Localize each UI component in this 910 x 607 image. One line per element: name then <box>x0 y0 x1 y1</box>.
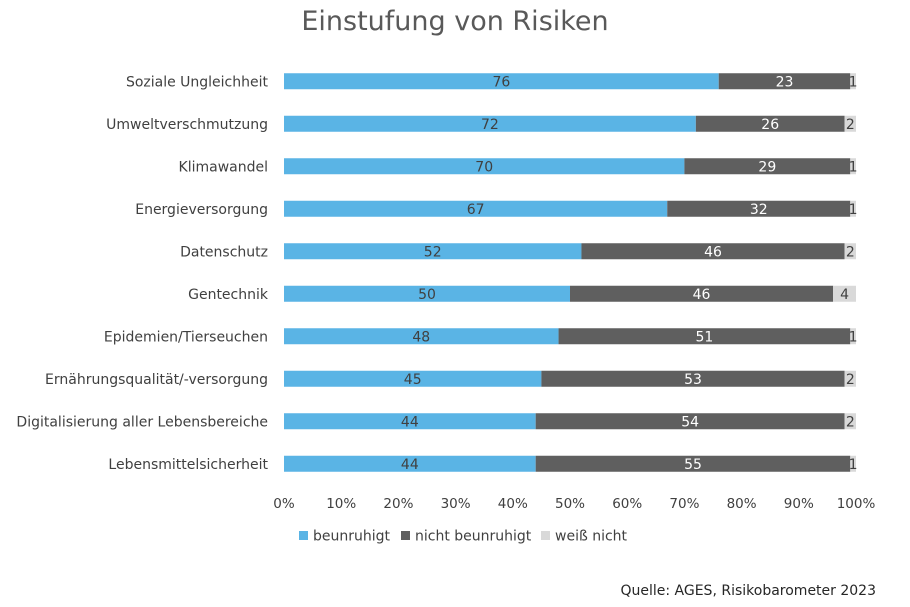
data-label: 44 <box>401 414 419 430</box>
bar-segment-weiß-nicht <box>844 243 856 260</box>
legend-label: nicht beunruhigt <box>415 529 532 545</box>
legend-swatch <box>541 531 550 540</box>
bar-segment-weiß-nicht <box>850 328 856 345</box>
x-tick-label: 90% <box>784 496 814 512</box>
bar-segment-nicht-beunruhigt <box>535 413 845 430</box>
bar-segment-nicht-beunruhigt <box>570 285 834 302</box>
x-tick-label: 100% <box>837 496 876 512</box>
bar-segment-nicht-beunruhigt <box>541 370 845 387</box>
data-label: 48 <box>412 329 430 345</box>
data-label: 46 <box>693 287 711 303</box>
bar-segment-beunruhigt <box>284 455 536 472</box>
bar-segment-nicht-beunruhigt <box>695 115 845 132</box>
legend-swatch <box>401 531 410 540</box>
data-label: 72 <box>481 117 499 133</box>
data-label: 1 <box>849 74 858 90</box>
x-tick-label: 50% <box>555 496 585 512</box>
bars-group: Soziale Ungleichheit 76 23 1 Umweltverschmut… <box>16 73 858 473</box>
category-label: Lebensmittelsicherheit <box>108 457 268 473</box>
data-label: 45 <box>404 372 422 388</box>
data-label: 2 <box>846 244 855 260</box>
x-tick-label: 60% <box>612 496 642 512</box>
data-label: 2 <box>846 414 855 430</box>
bar-segment-beunruhigt <box>284 200 668 217</box>
data-label: 1 <box>849 159 858 175</box>
category-label: Umweltverschmutzung <box>106 117 268 133</box>
bar-segment-weiß-nicht <box>844 370 856 387</box>
bar-segment-beunruhigt <box>284 73 719 90</box>
bar-segment-weiß-nicht <box>844 115 856 132</box>
legend-label: weiß nicht <box>555 529 628 545</box>
data-label: 52 <box>424 244 442 260</box>
data-label: 53 <box>684 372 702 388</box>
category-label: Energieversorgung <box>135 202 268 218</box>
legend-swatch <box>299 531 308 540</box>
data-label: 2 <box>846 117 855 133</box>
x-tick-label: 40% <box>498 496 528 512</box>
x-tick-label: 30% <box>441 496 471 512</box>
data-label: 32 <box>750 202 768 218</box>
x-tick-label: 0% <box>273 496 295 512</box>
legend-label: beunruhigt <box>313 529 391 545</box>
data-label: 1 <box>849 329 858 345</box>
bar-segment-weiß-nicht <box>833 285 856 302</box>
legend: beunruhigt nicht beunruhigt weiß nicht <box>299 529 628 545</box>
bar-segment-beunruhigt <box>284 285 570 302</box>
category-label: Klimawandel <box>179 159 268 175</box>
category-label: Gentechnik <box>188 287 269 303</box>
category-label: Epidemien/Tierseuchen <box>104 329 268 345</box>
data-label: 4 <box>840 287 849 303</box>
bar-segment-nicht-beunruhigt <box>718 73 851 90</box>
data-label: 29 <box>758 159 776 175</box>
bar-segment-beunruhigt <box>284 413 536 430</box>
bar-segment-weiß-nicht <box>850 200 856 217</box>
source-note: Quelle: AGES, Risikobarometer 2023 <box>620 583 876 599</box>
data-label: 1 <box>849 457 858 473</box>
bar-segment-beunruhigt <box>284 370 542 387</box>
data-label: 2 <box>846 372 855 388</box>
data-label: 51 <box>696 329 714 345</box>
data-label: 1 <box>849 202 858 218</box>
data-label: 26 <box>761 117 779 133</box>
bar-segment-beunruhigt <box>284 243 582 260</box>
x-tick-label: 20% <box>383 496 413 512</box>
category-label: Datenschutz <box>180 244 268 260</box>
data-label: 23 <box>776 74 794 90</box>
x-tick-label: 10% <box>326 496 356 512</box>
data-label: 76 <box>492 74 510 90</box>
data-label: 70 <box>475 159 493 175</box>
data-label: 46 <box>704 244 722 260</box>
x-axis: 0% 10% 20% 30% 40% 50% 60% 70% 80% 90% 100% <box>273 496 875 512</box>
bar-segment-nicht-beunruhigt <box>667 200 851 217</box>
category-label: Digitalisierung aller Lebensbereiche <box>16 414 268 430</box>
category-label: Soziale Ungleichheit <box>126 74 269 90</box>
bar-segment-nicht-beunruhigt <box>535 455 851 472</box>
data-label: 50 <box>418 287 436 303</box>
chart-title: Einstufung von Risiken <box>301 6 608 37</box>
bar-segment-weiß-nicht <box>850 158 856 175</box>
bar-segment-weiß-nicht <box>850 455 856 472</box>
data-label: 44 <box>401 457 419 473</box>
data-label: 67 <box>467 202 485 218</box>
x-tick-label: 70% <box>669 496 699 512</box>
x-tick-label: 80% <box>727 496 757 512</box>
bar-segment-beunruhigt <box>284 328 559 345</box>
bar-segment-weiß-nicht <box>850 73 856 90</box>
bar-segment-beunruhigt <box>284 115 696 132</box>
bar-segment-nicht-beunruhigt <box>558 328 851 345</box>
data-label: 54 <box>681 414 699 430</box>
category-label: Ernährungsqualität/-versorgung <box>45 372 268 388</box>
bar-segment-beunruhigt <box>284 158 685 175</box>
bar-segment-weiß-nicht <box>844 413 856 430</box>
data-label: 55 <box>684 457 702 473</box>
bar-segment-nicht-beunruhigt <box>581 243 845 260</box>
bar-segment-nicht-beunruhigt <box>684 158 851 175</box>
